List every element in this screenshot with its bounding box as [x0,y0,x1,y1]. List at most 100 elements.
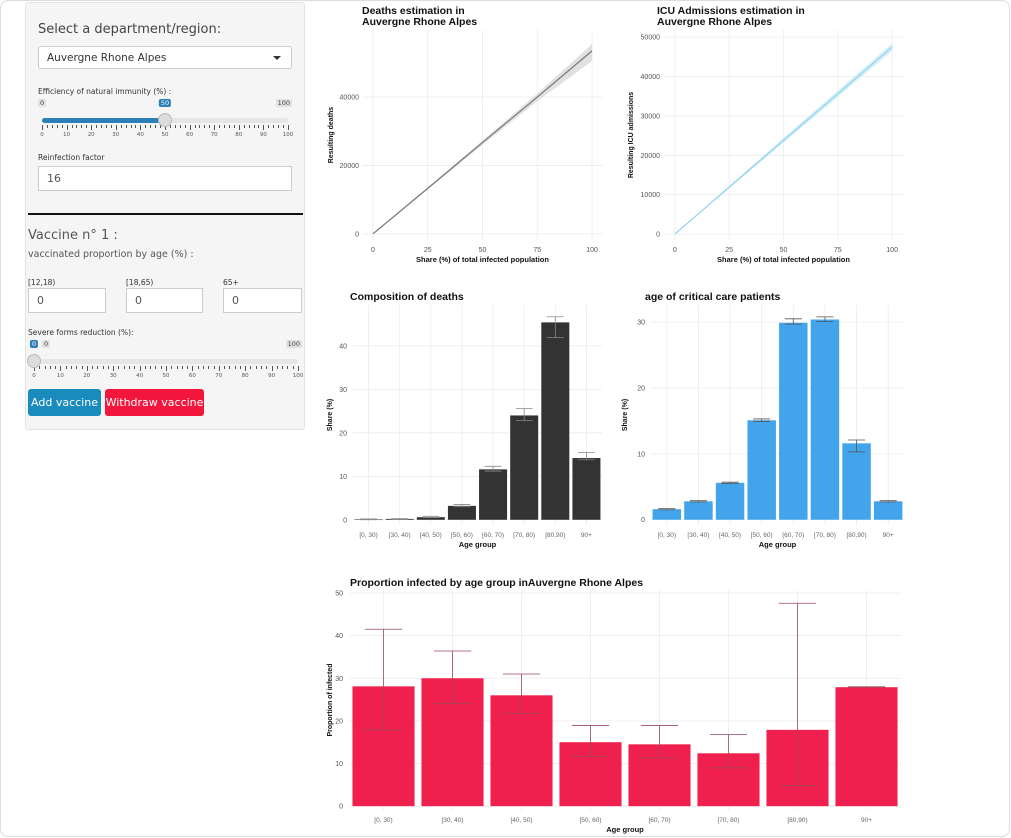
slider-handle[interactable] [27,354,41,368]
slider-tick [243,125,245,128]
critical-care-age-chart: age of critical care patients [0, 30) [30,… [622,291,904,549]
x-tick-label: 90+ [581,532,592,539]
slider-tick-label: 30 [112,132,120,138]
slider-track[interactable] [34,359,298,364]
x-tick-label: [50, 60) [579,817,601,824]
slider-tick [248,125,250,128]
slider-tick [197,366,199,369]
bar [835,687,898,807]
slider-tick [44,366,46,369]
add-vaccine-button[interactable]: Add vaccine [28,389,101,416]
slider-tick [258,125,260,128]
slider-tick [224,125,226,128]
slider-min-label: 0 [42,340,51,348]
y-tick-label: 0 [641,517,645,524]
series-line [372,50,593,235]
x-tick-label: 75 [834,247,842,254]
immunity-slider[interactable]: 50 0 100 0 10 20 30 40 50 60 70 80 90 100 [38,97,294,142]
slider-handle[interactable] [158,113,172,127]
x-tick-label: 50 [780,247,788,254]
severe-reduction-slider[interactable]: 0 0 100 0 10 20 30 40 50 60 70 80 90 100 [27,338,303,383]
region-select[interactable]: Auvergne Rhone Alpes [38,46,292,69]
proportion-infected-chart: Proportion infected by age group inAuver… [327,577,901,834]
y-tick-label: 20000 [641,153,661,160]
slider-tick [125,125,127,128]
x-tick-label: [60, 70) [648,817,670,824]
chevron-down-icon [273,56,281,60]
slider-tick-label: 0 [32,373,36,379]
y-tick-label: 50000 [641,35,661,42]
slider-tick [208,366,210,369]
y-axis-label: Proportion of infected [327,663,334,736]
y-tick-label: 10 [637,451,645,458]
x-tick-label: [40, 50) [719,532,741,539]
slider-tick [76,366,78,369]
slider-min-label: 0 [38,99,47,107]
y-axis-label: Resulting deaths [328,107,335,164]
slider-tick [174,125,176,128]
y-tick-label: 0 [339,804,343,811]
bar [479,469,508,520]
age-input-65plus[interactable]: 0 [223,288,302,313]
bar [779,322,808,520]
slider-tick [155,366,157,369]
vaccine-title: Vaccine n° 1 : [28,228,118,243]
y-tick-label: 20 [637,385,645,392]
slider-tick [192,366,194,371]
slider-tick-label: 100 [282,132,294,138]
x-tick-label: [40, 50) [510,817,532,824]
withdraw-vaccine-button[interactable]: Withdraw vaccine [105,389,204,416]
slider-tick [130,125,132,128]
bar [510,415,539,520]
slider-tick [228,125,230,128]
reinfection-input[interactable]: 16 [38,166,292,191]
bar [572,458,601,520]
bar [747,420,776,520]
slider-tick [298,366,299,371]
chart-title: Composition of deaths [350,291,464,303]
immunity-label: Efficiency of natural immunity (%) : [38,87,172,96]
slider-tick [234,366,236,369]
y-tick-label: 10000 [641,192,661,199]
slider-tick [150,366,152,369]
y-tick-label: 30 [335,676,343,683]
slider-tick [34,366,35,371]
slider-tick-label: 70 [215,373,223,379]
slider-tick [118,366,120,369]
y-tick-label: 20000 [340,163,360,170]
slider-tick [160,366,162,369]
slider-tick [97,366,99,369]
slider-tick [288,125,289,130]
bar [652,509,682,520]
age-input-18-65[interactable]: 0 [126,288,203,313]
chart-title: Auvergne Rhone Alpes [362,16,477,28]
slider-tick [238,125,240,130]
chart-title: age of critical care patients [645,291,781,303]
region-select-value: Auvergne Rhone Alpes [47,52,167,64]
slider-tick [287,366,289,369]
slider-tick [110,125,112,128]
slider-tick-label: 60 [186,132,194,138]
slider-tick [263,125,265,130]
slider-tick [166,366,167,371]
slider-tick [96,125,98,128]
slider-tick [81,366,83,369]
bar [684,501,713,520]
slider-tick [229,366,231,369]
slider-tick [51,125,53,128]
slider-tick-label: 10 [56,373,64,379]
slider-tick [86,366,88,371]
slider-tick [113,366,115,371]
x-tick-label: 0 [371,247,375,254]
slider-tick-label: 60 [188,373,196,379]
age-input-12-18[interactable]: 0 [28,288,106,313]
slider-tick-label: 80 [241,373,249,379]
y-tick-label: 40 [339,343,347,350]
x-tick-label: 75 [533,247,541,254]
slider-tick [101,125,103,128]
slider-tick [150,125,152,128]
slider-tick [86,125,88,128]
slider-tick [55,366,57,369]
deaths-estimation-chart: Deaths estimation inAuvergne Rhone Alpes… [328,5,603,264]
